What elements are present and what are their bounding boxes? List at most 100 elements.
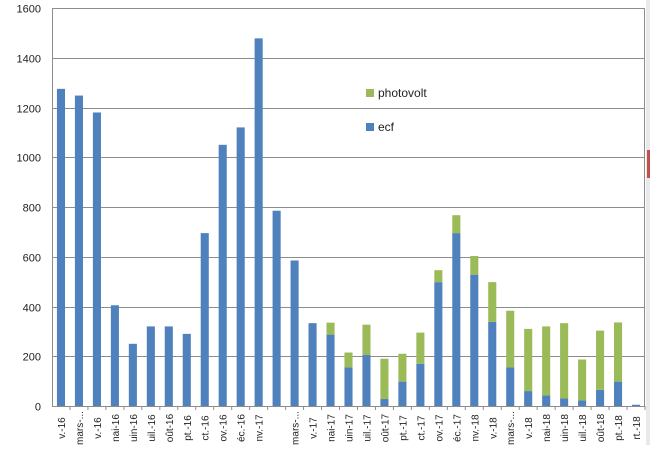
x-tick-label: oût-17 — [380, 413, 391, 442]
bar-ecf-11 — [254, 38, 263, 406]
bar-photovolt-18 — [380, 358, 389, 400]
legend-swatch-ecf — [366, 123, 374, 131]
x-tick-label: nai-17 — [327, 414, 338, 442]
y-tick-label: 1000 — [17, 153, 41, 165]
x-tick-label: nai-16 — [111, 414, 122, 442]
bar-ecf-13 — [290, 260, 299, 406]
bar-ecf-27 — [542, 395, 551, 406]
x-tick-label: oût-18 — [596, 413, 607, 442]
x-tick-label: uil.-18 — [578, 414, 589, 442]
x-tick-label: uil.-17 — [362, 414, 373, 442]
y-tick-label: 800 — [23, 203, 41, 215]
bar-ecf-1 — [74, 95, 83, 406]
bar-photovolt-29 — [578, 359, 587, 401]
bar-ecf-28 — [560, 398, 569, 406]
bars — [56, 38, 641, 407]
y-tick-label: 1200 — [17, 104, 41, 116]
bar-ecf-3 — [110, 305, 119, 406]
bar-ecf-26 — [524, 391, 533, 406]
bar-photovolt-21 — [434, 270, 443, 283]
x-tick-label: pt.-18 — [614, 415, 625, 441]
bar-ecf-30 — [596, 389, 605, 406]
y-tick-label: 600 — [23, 253, 41, 265]
x-tick-label: pt.-17 — [398, 415, 409, 441]
legend-swatch-photovolt — [366, 89, 374, 97]
bar-ecf-8 — [200, 233, 209, 406]
x-tick-label: v.-17 — [309, 417, 320, 439]
y-tick-label: 1400 — [17, 54, 41, 66]
bar-photovolt-25 — [506, 310, 515, 368]
bar-photovolt-15 — [326, 322, 335, 335]
bar-ecf-19 — [398, 381, 407, 406]
x-tick-label: rt.-18 — [632, 416, 643, 440]
bar-ecf-17 — [362, 355, 371, 406]
x-tick-label: v.-18 — [524, 417, 535, 439]
x-tick-label: v.-16 — [93, 417, 104, 439]
window-edge-marker — [647, 150, 650, 178]
bar-photovolt-31 — [614, 322, 623, 382]
bar-ecf-15 — [326, 334, 335, 406]
bar-photovolt-19 — [398, 353, 407, 382]
y-axis: 0 200 400 600 800 1000 1200 1400 1600 — [17, 4, 645, 414]
x-tick-label: ov.-16 — [219, 414, 230, 441]
window-edge — [646, 0, 650, 445]
bar-ecf-14 — [308, 323, 317, 406]
x-tick-label: nai-18 — [542, 414, 553, 442]
x-tick-label: éc.-17 — [452, 414, 463, 442]
bar-photovolt-27 — [542, 326, 551, 396]
bar-photovolt-30 — [596, 330, 605, 390]
x-tick-label: uin-17 — [345, 414, 356, 442]
gridlines — [52, 8, 645, 357]
bar-photovolt-17 — [362, 324, 371, 356]
x-tick-label: ct.-16 — [201, 415, 212, 440]
legend-label-ecf: ecf — [378, 120, 395, 134]
bar-ecf-29 — [578, 400, 587, 406]
y-tick-label: 400 — [23, 303, 41, 315]
x-tick-label: oût-16 — [165, 413, 176, 442]
bar-ecf-0 — [56, 88, 66, 406]
x-tick-label: éc.-16 — [237, 414, 248, 442]
bar-ecf-9 — [218, 144, 227, 406]
y-tick-label: 1600 — [17, 4, 41, 16]
bar-ecf-4 — [128, 343, 137, 406]
bar-photovolt-20 — [416, 332, 425, 364]
x-tick-label: ov.-17 — [434, 414, 445, 441]
legend: photovolt ecf — [366, 86, 427, 134]
bar-ecf-24 — [488, 321, 497, 406]
bar-ecf-5 — [146, 326, 155, 406]
bar-ecf-16 — [344, 367, 353, 406]
bar-ecf-32 — [631, 404, 641, 406]
bar-photovolt-26 — [524, 328, 533, 392]
bar-ecf-10 — [236, 127, 245, 407]
x-tick-label: v.-16 — [57, 417, 68, 439]
y-tick-label: 0 — [35, 402, 41, 414]
x-tick-label: nv.-18 — [470, 414, 481, 441]
bar-ecf-31 — [614, 381, 623, 406]
x-tick-label: uin-16 — [129, 414, 140, 442]
bar-photovolt-24 — [488, 282, 497, 322]
bar-ecf-18 — [380, 399, 389, 406]
bar-ecf-6 — [164, 326, 173, 406]
bar-ecf-2 — [92, 112, 101, 406]
bar-photovolt-22 — [452, 215, 461, 234]
x-tick-label: mars-... — [291, 411, 302, 445]
x-tick-label: v.-18 — [488, 417, 499, 439]
bar-ecf-25 — [506, 367, 515, 406]
x-tick-label: nv.-17 — [255, 414, 266, 441]
y-tick-label: 200 — [23, 352, 41, 364]
bar-ecf-20 — [416, 363, 425, 406]
legend-label-photovolt: photovolt — [378, 86, 427, 100]
bar-photovolt-28 — [560, 323, 569, 399]
bar-ecf-7 — [182, 333, 191, 406]
x-axis: v.-16 mars-... v.-16 nai-16 uin-16 uil.-16 oût… — [57, 406, 646, 445]
bar-ecf-23 — [470, 274, 479, 406]
x-tick-label: mars-... — [75, 411, 86, 445]
bar-photovolt-23 — [470, 256, 479, 275]
x-tick-label: mars-... — [506, 411, 517, 445]
bar-ecf-22 — [452, 233, 461, 406]
x-tick-label: pt.-16 — [183, 415, 194, 441]
x-tick-label: uin-18 — [560, 414, 571, 442]
bar-ecf-12 — [272, 210, 281, 406]
